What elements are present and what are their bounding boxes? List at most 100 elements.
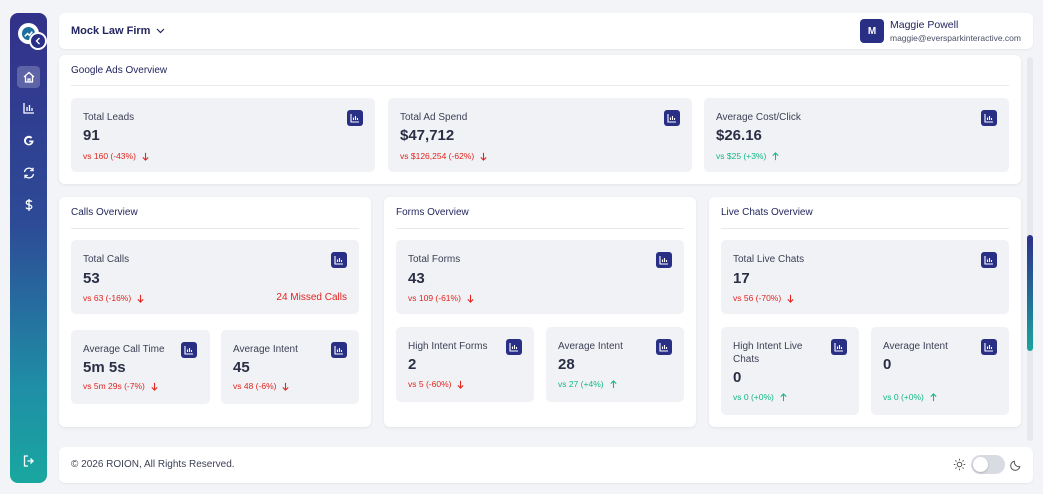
card-label: Total Ad Spend bbox=[400, 112, 468, 123]
card-label: High Intent Forms bbox=[408, 341, 488, 352]
user-email: maggie@eversparkinteractive.com bbox=[890, 33, 1021, 43]
chart-button[interactable] bbox=[656, 252, 672, 268]
arrow-up-icon bbox=[771, 152, 780, 161]
arrow-up-icon bbox=[929, 393, 938, 402]
high-intent-live-chats-card: High Intent Live Chats 0 vs 0 (+0%) bbox=[721, 327, 859, 415]
card-label: Average Intent bbox=[883, 341, 948, 352]
card-value: $47,712 bbox=[400, 127, 455, 144]
theme-switch[interactable] bbox=[971, 455, 1005, 474]
card-label: Average Intent bbox=[233, 344, 298, 355]
card-value: $26.16 bbox=[716, 127, 762, 144]
total-calls-card: Total Calls 53 vs 63 (-16%) 24 Missed Ca… bbox=[71, 240, 359, 314]
divider bbox=[721, 228, 1009, 229]
divider bbox=[396, 228, 684, 229]
dollar-icon bbox=[24, 199, 32, 211]
chart-button[interactable] bbox=[664, 110, 680, 126]
average-intent-card: Average Intent 0 vs 0 (+0%) bbox=[871, 327, 1009, 415]
card-value: 91 bbox=[83, 127, 100, 144]
arrow-down-icon bbox=[141, 152, 150, 161]
chart-button[interactable] bbox=[656, 339, 672, 355]
bar-chart-icon bbox=[509, 342, 519, 352]
moon-icon bbox=[1010, 460, 1021, 471]
total-leads-card: Total Leads 91 vs 160 (-43%) bbox=[71, 98, 375, 172]
chart-button[interactable] bbox=[981, 339, 997, 355]
arrow-down-icon bbox=[479, 152, 488, 161]
card-delta: vs 160 (-43%) bbox=[83, 151, 150, 161]
bar-chart-icon bbox=[659, 255, 669, 265]
live-chats-panel: Live Chats Overview Total Live Chats 17 … bbox=[709, 197, 1021, 427]
card-delta: vs 5 (-60%) bbox=[408, 379, 465, 389]
card-delta: vs 0 (+0%) bbox=[883, 392, 938, 402]
arrow-down-icon bbox=[281, 382, 290, 391]
card-label: Total Leads bbox=[83, 112, 135, 123]
arrow-down-icon bbox=[136, 294, 145, 303]
chevron-down-icon bbox=[157, 28, 165, 34]
chart-button[interactable] bbox=[981, 252, 997, 268]
sidebar-item-logout[interactable] bbox=[17, 450, 40, 472]
card-value: 43 bbox=[408, 270, 425, 287]
bar-chart-icon bbox=[659, 342, 669, 352]
theme-toggle[interactable] bbox=[953, 455, 1023, 474]
arrow-up-icon bbox=[609, 380, 618, 389]
arrow-down-icon bbox=[786, 294, 795, 303]
card-delta: vs $126,254 (-62%) bbox=[400, 151, 488, 161]
bar-chart-icon bbox=[984, 342, 994, 352]
panel-title: Forms Overview bbox=[396, 207, 469, 218]
firm-selector[interactable]: Mock Law Firm bbox=[71, 25, 165, 37]
arrow-up-icon bbox=[779, 393, 788, 402]
card-value: 5m 5s bbox=[83, 359, 126, 376]
scrollbar-thumb[interactable] bbox=[1027, 235, 1033, 351]
chart-button[interactable] bbox=[181, 342, 197, 358]
card-delta: vs 48 (-6%) bbox=[233, 381, 290, 391]
card-value: 0 bbox=[733, 369, 742, 386]
card-delta: vs 109 (-61%) bbox=[408, 293, 475, 303]
switch-knob bbox=[973, 457, 988, 472]
total-ad-spend-card: Total Ad Spend $47,712 vs $126,254 (-62%… bbox=[388, 98, 692, 172]
average-intent-card: Average Intent 28 vs 27 (+4%) bbox=[546, 327, 684, 402]
chart-button[interactable] bbox=[331, 252, 347, 268]
chart-button[interactable] bbox=[331, 342, 347, 358]
sidebar-item-billing[interactable] bbox=[17, 194, 40, 216]
card-delta: vs $25 (+3%) bbox=[716, 151, 780, 161]
sidebar-collapse-button[interactable] bbox=[29, 32, 47, 50]
card-label: Total Calls bbox=[83, 254, 130, 265]
sidebar-item-google[interactable] bbox=[17, 130, 40, 152]
panel-title: Google Ads Overview bbox=[71, 65, 168, 76]
sidebar-item-reports[interactable] bbox=[17, 97, 40, 119]
logout-icon bbox=[23, 455, 34, 467]
card-value: 0 bbox=[883, 356, 892, 373]
chart-button[interactable] bbox=[506, 339, 522, 355]
user-menu[interactable]: M Maggie Powell maggie@eversparkinteract… bbox=[860, 19, 1021, 43]
card-delta: vs 5m 29s (-7%) bbox=[83, 381, 159, 391]
footer: © 2026 ROION, All Rights Reserved. bbox=[59, 447, 1033, 483]
card-value: 53 bbox=[83, 270, 100, 287]
avatar: M bbox=[860, 19, 884, 43]
card-delta: vs 56 (-70%) bbox=[733, 293, 795, 303]
bar-chart-icon bbox=[984, 255, 994, 265]
sidebar-item-home[interactable] bbox=[17, 66, 40, 88]
card-delta: vs 0 (+0%) bbox=[733, 392, 788, 402]
scrollbar[interactable] bbox=[1027, 57, 1033, 441]
card-value: 28 bbox=[558, 356, 575, 373]
average-call-time-card: Average Call Time 5m 5s vs 5m 29s (-7%) bbox=[71, 330, 210, 404]
google-ads-panel: Google Ads Overview Total Leads 91 vs 16… bbox=[59, 55, 1021, 184]
missed-calls-link[interactable]: 24 Missed Calls bbox=[276, 292, 347, 303]
user-name: Maggie Powell bbox=[890, 19, 959, 31]
chart-button[interactable] bbox=[831, 339, 847, 355]
divider bbox=[71, 228, 359, 229]
sidebar-item-sync[interactable] bbox=[17, 162, 40, 184]
chevron-left-icon bbox=[35, 37, 40, 45]
chart-button[interactable] bbox=[347, 110, 363, 126]
bar-chart-icon bbox=[350, 113, 360, 123]
bar-chart-icon bbox=[984, 113, 994, 123]
sun-icon bbox=[953, 458, 966, 471]
copyright: © 2026 ROION, All Rights Reserved. bbox=[71, 459, 235, 470]
divider bbox=[71, 85, 1009, 86]
home-icon bbox=[23, 71, 34, 83]
sidebar bbox=[10, 13, 47, 483]
bar-chart-icon bbox=[834, 342, 844, 352]
high-intent-forms-card: High Intent Forms 2 vs 5 (-60%) bbox=[396, 327, 534, 402]
card-label: Total Live Chats bbox=[733, 254, 805, 265]
chart-button[interactable] bbox=[981, 110, 997, 126]
bar-chart-icon bbox=[22, 103, 34, 114]
